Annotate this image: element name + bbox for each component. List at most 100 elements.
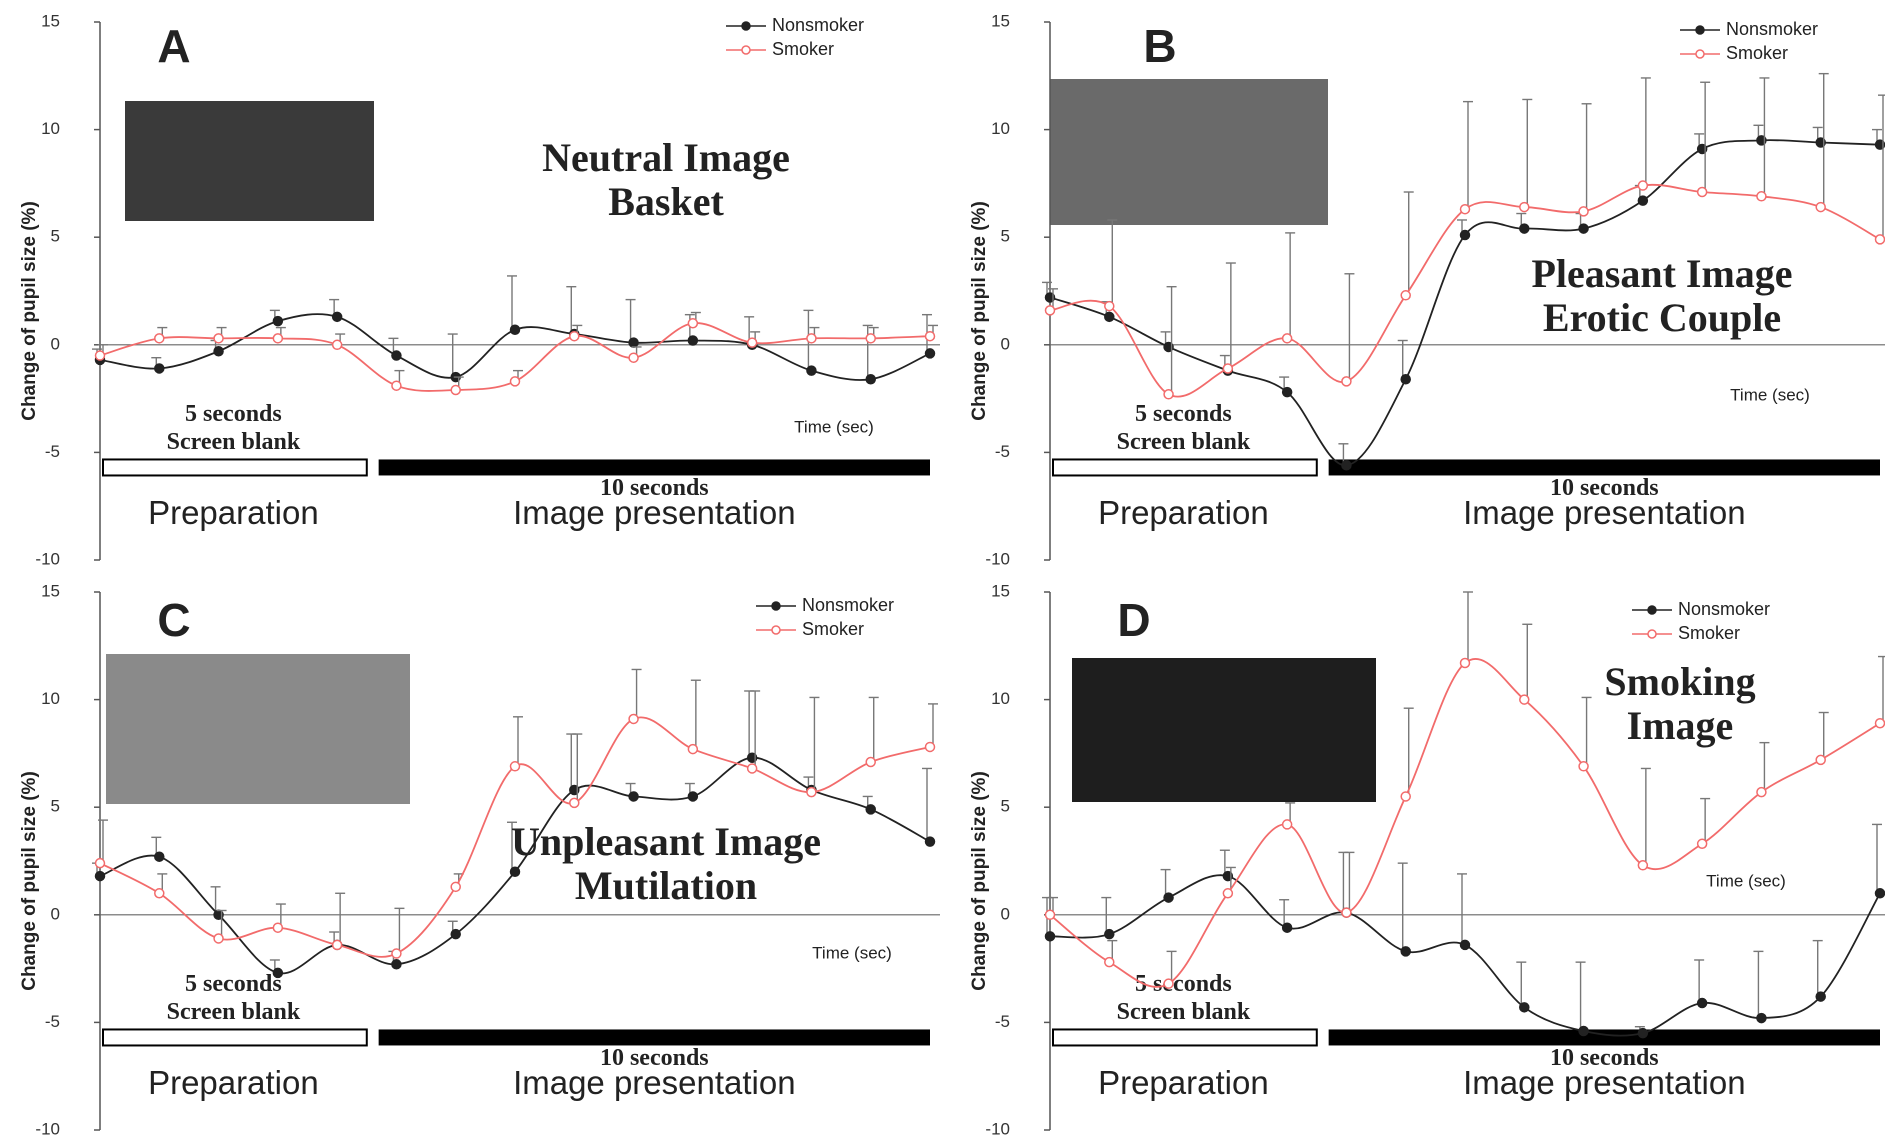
y-tick-label: 0 [51, 334, 60, 353]
phase-duration: Screen blank [1117, 429, 1251, 455]
data-point [1815, 137, 1826, 148]
data-point [687, 791, 699, 802]
x-axis-label: Time (sec) [794, 417, 874, 436]
error-bar [1872, 823, 1882, 894]
y-tick-label: 15 [41, 11, 60, 30]
phase-duration: 5 seconds [185, 971, 282, 997]
error-bar [1344, 273, 1355, 382]
phase-duration: Screen blank [167, 999, 301, 1025]
data-point [1400, 791, 1411, 802]
data-point [687, 335, 699, 346]
error-bar [1575, 961, 1586, 1032]
data-point [628, 337, 639, 348]
data-point [94, 870, 106, 882]
data-point [1044, 931, 1056, 942]
data-point [1578, 761, 1589, 772]
data-point [1756, 191, 1767, 202]
error-bar [1279, 899, 1290, 928]
error-bar [572, 733, 583, 803]
y-tick-label: 15 [991, 581, 1010, 600]
data-point [213, 346, 224, 357]
data-point [746, 752, 758, 763]
phase-duration: Screen blank [167, 429, 301, 455]
data-point [1163, 978, 1174, 989]
data-point [1104, 956, 1115, 968]
data-point [1815, 754, 1826, 766]
error-bar [1522, 623, 1533, 700]
y-tick-label: -5 [995, 442, 1010, 461]
panel-title: Erotic Couple [1543, 295, 1781, 340]
data-point [1163, 892, 1174, 903]
data-point [865, 804, 876, 815]
data-point [94, 857, 106, 869]
y-tick-label: 0 [1001, 334, 1010, 353]
data-point [1459, 203, 1471, 215]
data-point [1637, 195, 1649, 206]
y-axis-label: Change of pupil size (%) [19, 201, 40, 421]
data-point [1222, 363, 1234, 374]
data-point [1696, 997, 1708, 1009]
data-point [687, 318, 699, 329]
data-point [1341, 460, 1352, 471]
error-bar [1463, 591, 1473, 664]
error-bar [631, 668, 642, 719]
data-point [1756, 1012, 1767, 1024]
data-point [1400, 290, 1411, 301]
data-point [1637, 180, 1649, 191]
error-bar [1581, 103, 1592, 212]
data-point [1459, 229, 1471, 241]
y-tick-label: 5 [51, 797, 60, 816]
error-bar [744, 690, 755, 758]
legend-marker [1647, 629, 1657, 639]
error-bar [513, 716, 523, 767]
data-point [1756, 786, 1767, 798]
legend-label: Smoker [1678, 623, 1740, 643]
data-point [154, 333, 165, 344]
panel: -10 -5 0 5 10 15 Change of pupil size (%) 5 sec… [19, 581, 940, 1138]
data-point [569, 330, 580, 342]
data-point [1044, 305, 1056, 316]
data-point [509, 376, 521, 387]
data-point [1519, 223, 1530, 234]
error-bar [928, 703, 938, 747]
data-point [213, 333, 224, 344]
error-bar [1700, 797, 1711, 844]
data-point [924, 741, 936, 753]
error-bar [1344, 851, 1355, 913]
data-point [628, 791, 639, 802]
error-bar [1878, 94, 1885, 240]
data-point [1400, 946, 1411, 957]
y-tick-label: 10 [41, 119, 60, 138]
error-bar [566, 285, 577, 335]
error-bar [507, 275, 517, 330]
data-point [1578, 206, 1589, 217]
panel-title: Image [1627, 703, 1734, 748]
y-axis-label: Change of pupil size (%) [969, 201, 990, 421]
error-bar [1397, 339, 1408, 380]
error-bar [1101, 896, 1112, 935]
y-axis-label: Change of pupil size (%) [19, 771, 40, 991]
phase-duration: 10 seconds [600, 475, 709, 501]
error-bar [1225, 262, 1236, 369]
error-bar [1581, 696, 1592, 767]
panel-title: Mutilation [575, 863, 757, 908]
data-point [806, 365, 817, 376]
error-bar [1818, 711, 1829, 760]
data-point [1281, 333, 1293, 344]
data-point [272, 967, 284, 979]
data-point [1578, 1025, 1589, 1037]
error-bar [216, 909, 227, 939]
phase-name: Image presentation [1463, 494, 1746, 531]
preparation-bar [1052, 1028, 1318, 1047]
y-tick-label: -5 [45, 1012, 60, 1031]
phase-name: Image presentation [513, 494, 796, 531]
error-bar [1403, 191, 1414, 296]
data-point [509, 866, 521, 878]
data-point [1578, 223, 1589, 234]
x-axis-label: Time (sec) [1730, 385, 1810, 404]
data-point [1519, 201, 1530, 213]
data-point [509, 761, 521, 772]
error-bar [507, 821, 517, 872]
data-point [1696, 186, 1708, 198]
error-bar [1403, 707, 1414, 797]
